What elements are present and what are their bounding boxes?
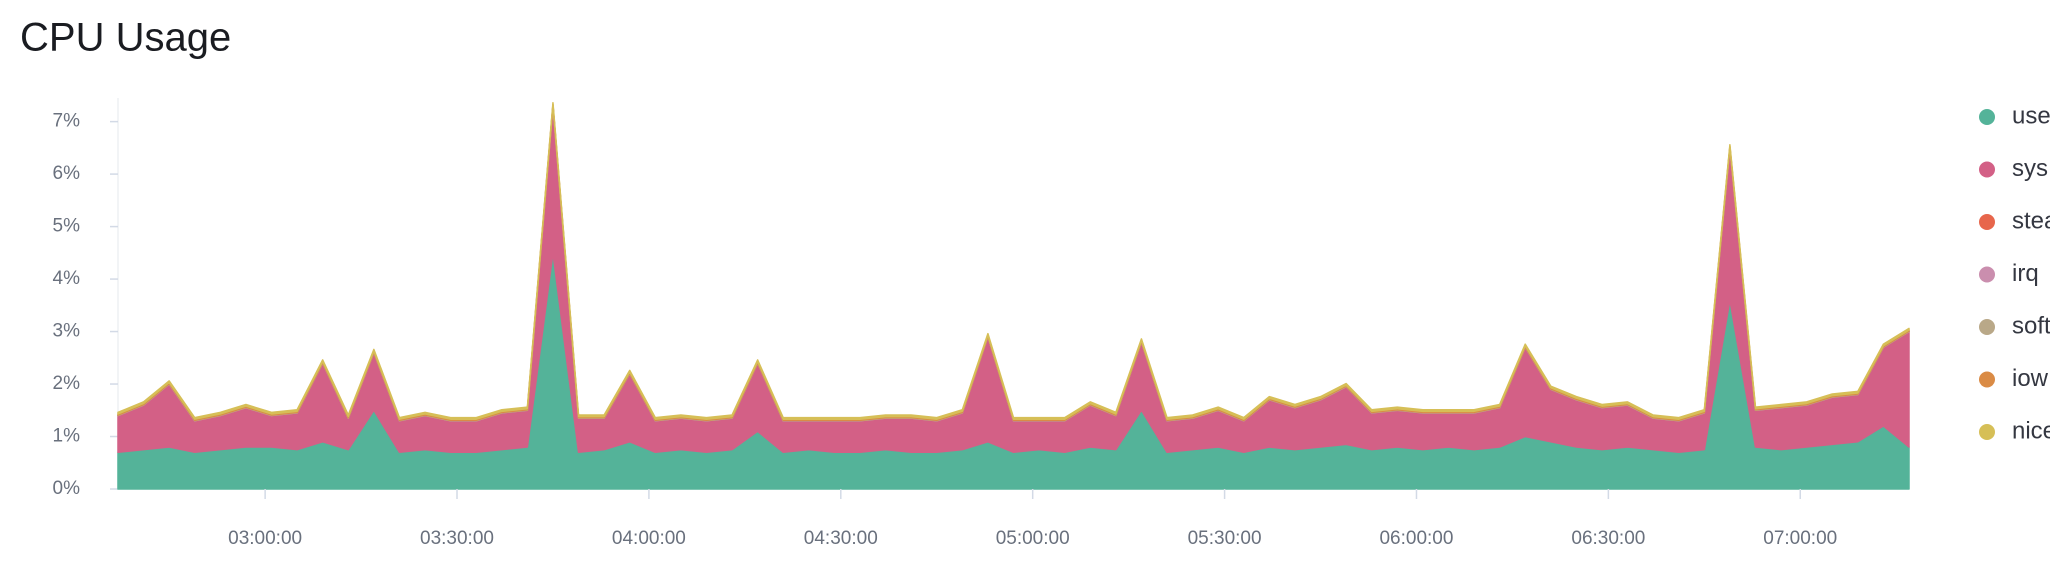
y-tick-label: 2% — [53, 373, 81, 394]
chart-title: CPU Usage — [20, 16, 231, 60]
legend-marker — [1979, 161, 1995, 178]
legend-label[interactable]: soft — [2012, 312, 2050, 339]
legend-label[interactable]: stea — [2012, 207, 2050, 234]
x-tick-label: 04:30:00 — [804, 528, 878, 549]
x-tick-label: 06:30:00 — [1571, 528, 1645, 549]
area — [117, 252, 1910, 490]
y-tick-label: 7% — [53, 111, 81, 132]
legend-marker — [1979, 214, 1995, 230]
area — [117, 105, 1910, 422]
x-tick-label: 07:00:00 — [1763, 528, 1837, 549]
y-tick-label: 4% — [53, 268, 81, 289]
x-tick-label: 05:30:00 — [1188, 528, 1262, 549]
legend-marker — [1979, 371, 1995, 388]
y-tick-label: 5% — [53, 216, 81, 237]
area — [117, 101, 1910, 420]
legend-label[interactable]: irq — [2012, 260, 2039, 287]
area — [117, 104, 1910, 422]
legend-label[interactable]: nice — [2012, 417, 2050, 444]
legend-marker — [1979, 266, 1995, 283]
y-tick-label: 1% — [53, 426, 81, 447]
x-tick-label: 03:00:00 — [228, 528, 302, 549]
x-tick-label: 06:00:00 — [1379, 528, 1453, 549]
area — [117, 105, 1910, 422]
area — [117, 103, 1910, 421]
legend-label[interactable]: iow — [2012, 365, 2049, 392]
x-tick-label: 05:00:00 — [996, 528, 1070, 549]
legend-marker — [1979, 424, 1995, 440]
legend-marker — [1979, 319, 1995, 335]
x-tick-label: 04:00:00 — [612, 528, 686, 549]
area — [117, 105, 1910, 454]
legend-marker — [1979, 109, 1995, 125]
y-tick-label: 3% — [53, 321, 81, 342]
legend-label[interactable]: use — [2012, 102, 2050, 129]
y-tick-label: 6% — [53, 163, 81, 184]
legend-label[interactable]: sys — [2012, 155, 2048, 182]
y-tick-label: 0% — [53, 478, 81, 499]
x-tick-label: 03:30:00 — [420, 528, 494, 549]
